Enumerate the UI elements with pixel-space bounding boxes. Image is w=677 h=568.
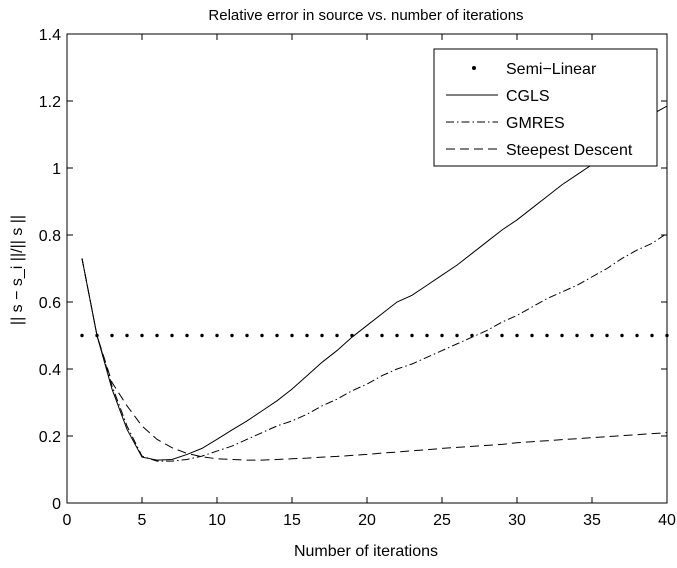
semi-linear-point (275, 333, 279, 338)
x-tick-label: 10 (208, 512, 226, 529)
semi-linear-point (200, 333, 204, 338)
semi-linear-point (620, 333, 624, 338)
semi-linear-point (590, 333, 594, 338)
semi-linear-point (140, 333, 144, 338)
legend-entry-label: GMRES (506, 115, 565, 132)
y-tick-label: 1.4 (39, 27, 61, 44)
semi-linear-point (545, 333, 549, 338)
x-tick-label: 35 (583, 512, 601, 529)
semi-linear-point (260, 333, 264, 338)
semi-linear-point (560, 333, 564, 338)
x-axis-label: Number of iterations (294, 543, 438, 560)
y-tick-label: 1.2 (39, 94, 61, 111)
legend-marker-dot (472, 66, 476, 70)
legend-entry-label: Steepest Descent (506, 142, 633, 159)
y-tick-label: 0.6 (39, 295, 61, 312)
semi-linear-point (125, 333, 129, 338)
legend-entry-label: CGLS (506, 88, 550, 105)
x-tick-label: 30 (508, 512, 526, 529)
y-tick-label: 0.2 (39, 429, 61, 446)
x-tick-label: 25 (433, 512, 451, 529)
legend: Semi−Linear CGLS GMRES Steepest Descent (433, 48, 658, 167)
semi-linear-point (605, 333, 609, 338)
series-line-cgls (81, 105, 668, 461)
semi-linear-point (335, 333, 339, 338)
chart-title: Relative error in source vs. number of i… (208, 7, 523, 24)
series-line-steepest-descent (81, 258, 668, 461)
semi-linear-point (305, 333, 309, 338)
semi-linear-point (245, 333, 249, 338)
semi-linear-point (365, 333, 369, 338)
y-tick-label: 0.8 (39, 228, 61, 245)
semi-linear-point (320, 333, 324, 338)
semi-linear-point (395, 333, 399, 338)
semi-linear-point (650, 333, 654, 338)
semi-linear-point (170, 333, 174, 338)
y-axis-label: || s − s_i ||/|| s || (9, 215, 26, 325)
x-tick-label: 20 (358, 512, 376, 529)
semi-linear-point (380, 333, 384, 338)
semi-linear-point (230, 333, 234, 338)
y-tick-label: 0 (52, 496, 61, 513)
x-tick-label: 0 (63, 512, 72, 529)
x-tick-label: 40 (658, 512, 676, 529)
semi-linear-point (515, 333, 519, 338)
semi-linear-point (530, 333, 534, 338)
semi-linear-point (500, 333, 504, 338)
series-line-gmres (81, 232, 668, 462)
semi-linear-point (635, 333, 639, 338)
semi-linear-point (425, 333, 429, 338)
x-tick-label: 15 (283, 512, 301, 529)
semi-linear-point (485, 333, 489, 338)
semi-linear-point (575, 333, 579, 338)
x-tick-label: 5 (138, 512, 147, 529)
legend-entry-label: Semi−Linear (506, 61, 597, 78)
semi-linear-point (185, 333, 189, 338)
y-tick-label: 1 (52, 161, 61, 178)
semi-linear-point (80, 333, 84, 338)
semi-linear-point (440, 333, 444, 338)
semi-linear-point (215, 333, 219, 338)
semi-linear-point (155, 333, 159, 338)
axis-ticks: 0 5 10 15 20 25 30 35 40 0 0.2 0.4 0.6 0.8 1 1.2 1.4 (39, 27, 676, 529)
y-tick-label: 0.4 (39, 362, 61, 379)
legend-box (433, 48, 658, 167)
semi-linear-point (455, 333, 459, 338)
semi-linear-point (410, 333, 414, 338)
semi-linear-point (290, 333, 294, 338)
semi-linear-point (110, 333, 114, 338)
